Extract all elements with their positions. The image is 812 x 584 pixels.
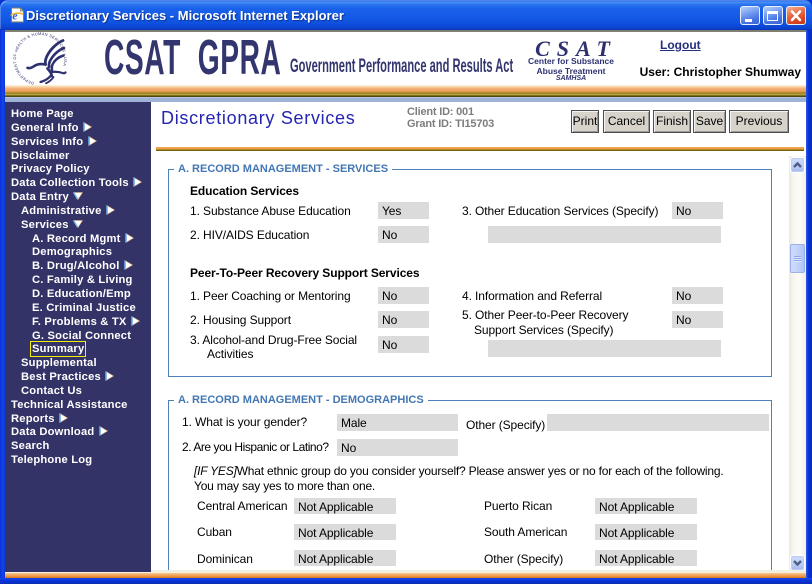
svg-text:e: e — [12, 9, 18, 23]
svg-text:DEPARTMENT OF HEALTH & HUMAN S: DEPARTMENT OF HEALTH & HUMAN SERVICES • … — [13, 32, 68, 86]
